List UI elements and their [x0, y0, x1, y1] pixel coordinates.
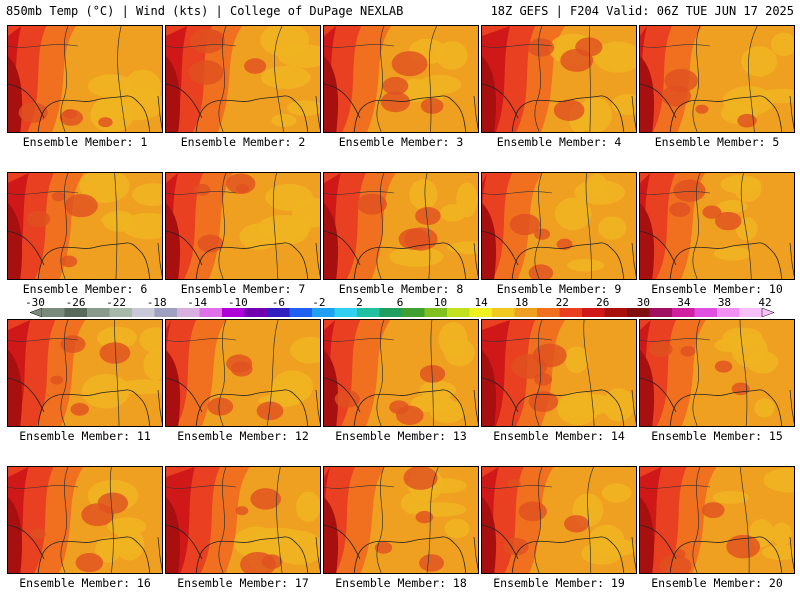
colorbar-swatch — [244, 308, 268, 317]
ensemble-member-map — [323, 319, 479, 427]
colorbar-swatch — [199, 308, 223, 317]
ensemble-member-map — [323, 172, 479, 280]
colorbar-tick-label: 6 — [396, 296, 404, 309]
colorbar-swatch — [604, 308, 628, 317]
ensemble-member-map — [639, 319, 795, 427]
colorbar-swatch — [717, 308, 740, 317]
ensemble-member-map — [165, 25, 321, 133]
ensemble-member-map — [165, 172, 321, 280]
ensemble-member-label: Ensemble Member: 10 — [651, 282, 783, 296]
colorbar-swatch — [582, 308, 605, 317]
ensemble-member-label: Ensemble Member: 17 — [177, 576, 309, 590]
colorbar-swatch — [627, 308, 650, 317]
colorbar-tick-label: -30 — [25, 296, 45, 309]
colorbar-tick-label: -10 — [227, 296, 248, 309]
colorbar-swatch — [402, 308, 425, 317]
colorbar-tick-label: 14 — [474, 296, 488, 309]
colorbar-swatch — [154, 308, 178, 317]
colorbar-swatch — [64, 308, 88, 317]
colorbar-swatch — [132, 308, 155, 317]
colorbar-swatch — [649, 308, 673, 317]
colorbar-tick-label: 30 — [636, 296, 650, 309]
colorbar-tick-label: 26 — [596, 296, 610, 309]
colorbar-tick-label: -14 — [187, 296, 208, 309]
header-title: 850mb Temp (°C) | Wind (kts) | College o… — [6, 4, 404, 18]
ensemble-member-label: Ensemble Member: 2 — [180, 135, 306, 149]
ensemble-member-map — [165, 319, 321, 427]
colorbar-swatch — [424, 308, 448, 317]
colorbar-swatch — [694, 308, 718, 317]
ensemble-member-map — [481, 172, 637, 280]
colorbar-right-arrow — [761, 308, 774, 317]
colorbar-tick-label: 18 — [515, 296, 529, 309]
ensemble-member-map — [7, 25, 163, 133]
ensemble-member-label: Ensemble Member: 19 — [493, 576, 625, 590]
colorbar-swatch — [42, 308, 65, 317]
colorbar-tick-label: -22 — [106, 296, 127, 309]
colorbar-tick-label: -26 — [65, 296, 86, 309]
colorbar-tick-label: 42 — [758, 296, 772, 309]
colorbar-swatch — [87, 308, 110, 317]
colorbar-tick-label: 2 — [356, 296, 363, 309]
ensemble-member-label: Ensemble Member: 18 — [335, 576, 467, 590]
ensemble-member-map — [481, 319, 637, 427]
ensemble-member-label: Ensemble Member: 4 — [496, 135, 622, 149]
colorbar-tick-label: -2 — [312, 296, 326, 309]
colorbar-swatch — [447, 308, 470, 317]
colorbar-swatch — [289, 308, 313, 317]
ensemble-member-map — [7, 172, 163, 280]
ensemble-member-label: Ensemble Member: 20 — [651, 576, 783, 590]
ensemble-member-label: Ensemble Member: 9 — [496, 282, 622, 296]
colorbar-labels: -30 -26 -22 -18 -14 -10 -6 -2 2 6 10 14 18 22 26 30 34 38… — [0, 296, 800, 309]
colorbar-swatch — [267, 308, 290, 317]
header-valid-time: 18Z GEFS | F204 Valid: 06Z TUE JUN 17 20… — [490, 4, 794, 18]
colorbar-tick-label: -18 — [146, 296, 167, 309]
ensemble-member-label: Ensemble Member: 8 — [338, 282, 464, 296]
colorbar-swatch — [492, 308, 515, 317]
ensemble-member-label: Ensemble Member: 1 — [22, 135, 148, 149]
ensemble-member-map — [7, 466, 163, 574]
colorbar-swatch — [177, 308, 200, 317]
ensemble-member-map — [323, 25, 479, 133]
colorbar-swatch — [357, 308, 380, 317]
colorbar-swatch — [109, 308, 133, 317]
colorbar-swatch — [672, 308, 695, 317]
ensemble-member-label: Ensemble Member: 14 — [493, 429, 625, 443]
ensemble-member-map — [639, 466, 795, 574]
ensemble-member-label: Ensemble Member: 16 — [19, 576, 151, 590]
colorbar-swatch — [334, 308, 358, 317]
colorbar-tick-label: 34 — [677, 296, 691, 309]
colorbar-swatch — [379, 308, 403, 317]
ensemble-member-label: Ensemble Member: 12 — [177, 429, 309, 443]
colorbar-swatch — [312, 308, 335, 317]
colorbar-swatch — [537, 308, 560, 317]
temperature-colorbar — [30, 308, 774, 317]
colorbar-tick-label: 38 — [717, 296, 732, 309]
ensemble-member-map — [165, 466, 321, 574]
colorbar-swatch — [222, 308, 245, 317]
ensemble-member-label: Ensemble Member: 15 — [651, 429, 783, 443]
ensemble-member-label: Ensemble Member: 3 — [338, 135, 464, 149]
ensemble-member-map — [323, 466, 479, 574]
colorbar-tick-label: 22 — [555, 296, 569, 309]
ensemble-member-label: Ensemble Member: 13 — [335, 429, 467, 443]
ensemble-member-map — [481, 25, 637, 133]
colorbar-left-arrow — [30, 308, 43, 317]
colorbar-swatch — [739, 308, 763, 317]
colorbar-swatch — [514, 308, 538, 317]
ensemble-member-label: Ensemble Member: 11 — [19, 429, 151, 443]
colorbar-tick-label: -6 — [271, 296, 285, 309]
colorbar-tick-label: 10 — [433, 296, 448, 309]
ensemble-member-label: Ensemble Member: 7 — [180, 282, 306, 296]
ensemble-member-map — [639, 172, 795, 280]
colorbar-swatch — [469, 308, 493, 317]
ensemble-member-label: Ensemble Member: 6 — [22, 282, 148, 296]
ensemble-member-label: Ensemble Member: 5 — [654, 135, 780, 149]
ensemble-member-map — [639, 25, 795, 133]
colorbar-swatch — [559, 308, 583, 317]
ensemble-member-map — [7, 319, 163, 427]
ensemble-member-map — [481, 466, 637, 574]
